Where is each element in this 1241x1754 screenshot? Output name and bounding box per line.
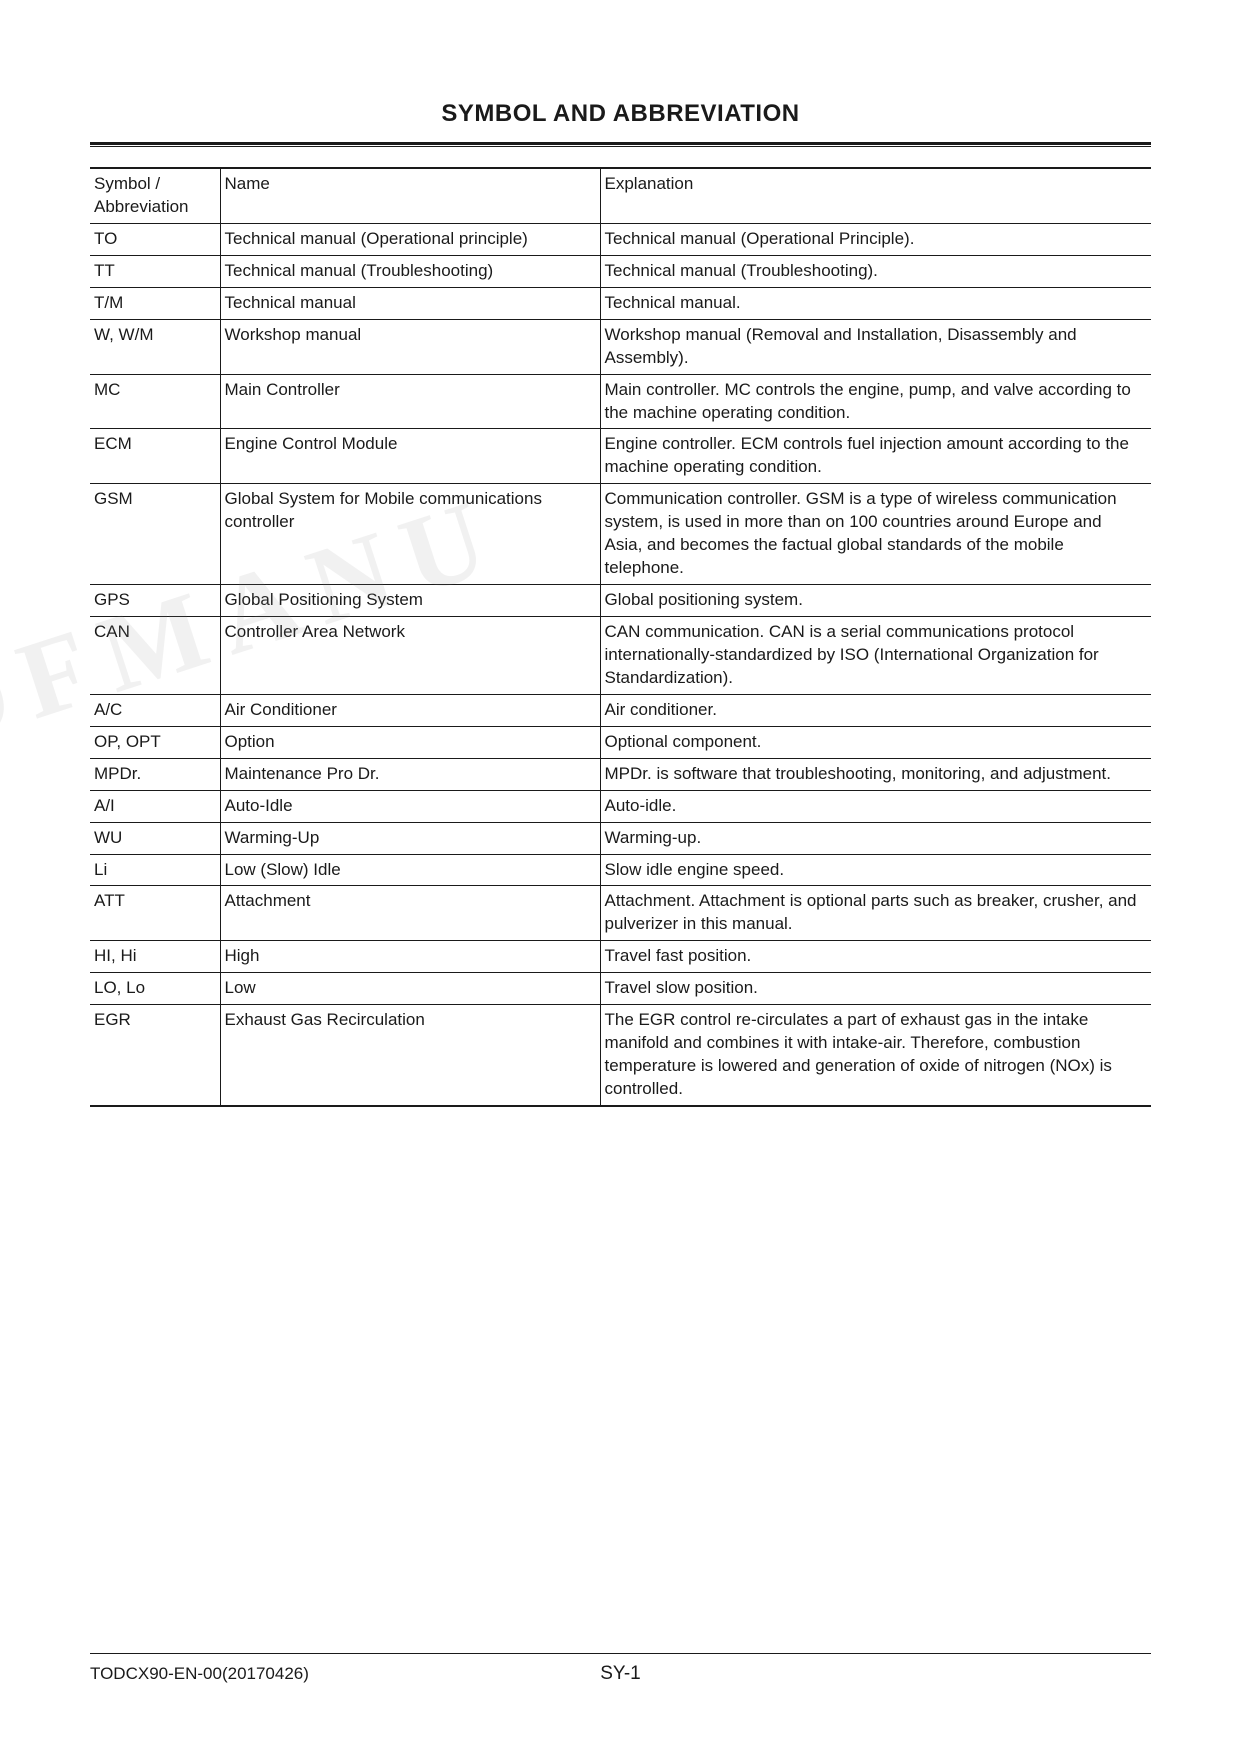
cell-explanation: CAN communication. CAN is a serial commu… — [600, 617, 1151, 695]
table-row: OP, OPTOptionOptional component. — [90, 726, 1151, 758]
table-row: ECMEngine Control ModuleEngine controlle… — [90, 429, 1151, 484]
cell-name: Auto-Idle — [220, 790, 600, 822]
cell-explanation: Technical manual (Troubleshooting). — [600, 255, 1151, 287]
cell-name: Maintenance Pro Dr. — [220, 758, 600, 790]
table-row: CANController Area NetworkCAN communicat… — [90, 617, 1151, 695]
table-row: GPSGlobal Positioning SystemGlobal posit… — [90, 585, 1151, 617]
cell-explanation: Technical manual (Operational Principle)… — [600, 223, 1151, 255]
cell-explanation: Communication controller. GSM is a type … — [600, 484, 1151, 585]
col-header-symbol: Symbol / Abbreviation — [90, 168, 220, 223]
table-body: TOTechnical manual (Operational principl… — [90, 223, 1151, 1106]
cell-symbol: MPDr. — [90, 758, 220, 790]
cell-name: Controller Area Network — [220, 617, 600, 695]
footer-row: TODCX90-EN-00(20170426) SY-1 — [90, 1664, 1151, 1684]
footer-doc-id: TODCX90-EN-00(20170426) — [90, 1664, 309, 1684]
cell-name: Low (Slow) Idle — [220, 854, 600, 886]
cell-name: Global Positioning System — [220, 585, 600, 617]
table-row: A/IAuto-IdleAuto-idle. — [90, 790, 1151, 822]
cell-explanation: Attachment. Attachment is optional parts… — [600, 886, 1151, 941]
cell-name: Global System for Mobile communications … — [220, 484, 600, 585]
cell-symbol: OP, OPT — [90, 726, 220, 758]
cell-explanation: Engine controller. ECM controls fuel inj… — [600, 429, 1151, 484]
cell-name: Warming-Up — [220, 822, 600, 854]
cell-explanation: MPDr. is software that troubleshooting, … — [600, 758, 1151, 790]
cell-symbol: ECM — [90, 429, 220, 484]
cell-symbol: T/M — [90, 287, 220, 319]
cell-explanation: Global positioning system. — [600, 585, 1151, 617]
cell-symbol: TT — [90, 255, 220, 287]
cell-symbol: MC — [90, 374, 220, 429]
cell-explanation: Main controller. MC controls the engine,… — [600, 374, 1151, 429]
table-row: W, W/MWorkshop manualWorkshop manual (Re… — [90, 319, 1151, 374]
cell-explanation: Optional component. — [600, 726, 1151, 758]
table-row: A/CAir ConditionerAir conditioner. — [90, 694, 1151, 726]
table-row: TOTechnical manual (Operational principl… — [90, 223, 1151, 255]
cell-symbol: HI, Hi — [90, 941, 220, 973]
cell-explanation: Air conditioner. — [600, 694, 1151, 726]
cell-explanation: Warming-up. — [600, 822, 1151, 854]
cell-name: Attachment — [220, 886, 600, 941]
cell-name: Engine Control Module — [220, 429, 600, 484]
cell-symbol: A/C — [90, 694, 220, 726]
cell-symbol: ATT — [90, 886, 220, 941]
table-row: TTTechnical manual (Troubleshooting)Tech… — [90, 255, 1151, 287]
cell-name: Option — [220, 726, 600, 758]
cell-symbol: LO, Lo — [90, 973, 220, 1005]
cell-symbol: A/I — [90, 790, 220, 822]
cell-name: Main Controller — [220, 374, 600, 429]
cell-symbol: EGR — [90, 1005, 220, 1106]
cell-symbol: Li — [90, 854, 220, 886]
table-row: MCMain ControllerMain controller. MC con… — [90, 374, 1151, 429]
footer-rule — [90, 1653, 1151, 1654]
cell-name: Technical manual (Troubleshooting) — [220, 255, 600, 287]
cell-name: Technical manual — [220, 287, 600, 319]
cell-symbol: GPS — [90, 585, 220, 617]
table-row: HI, HiHighTravel fast position. — [90, 941, 1151, 973]
cell-symbol: CAN — [90, 617, 220, 695]
table-header-row: Symbol / Abbreviation Name Explanation — [90, 168, 1151, 223]
cell-name: Technical manual (Operational principle) — [220, 223, 600, 255]
cell-name: Workshop manual — [220, 319, 600, 374]
cell-symbol: TO — [90, 223, 220, 255]
page-title: SYMBOL AND ABBREVIATION — [90, 100, 1151, 128]
abbreviation-table: Symbol / Abbreviation Name Explanation T… — [90, 167, 1151, 1107]
cell-explanation: Travel slow position. — [600, 973, 1151, 1005]
table-row: LiLow (Slow) IdleSlow idle engine speed. — [90, 854, 1151, 886]
cell-symbol: W, W/M — [90, 319, 220, 374]
col-header-explanation: Explanation — [600, 168, 1151, 223]
cell-explanation: The EGR control re-circulates a part of … — [600, 1005, 1151, 1106]
table-row: LO, LoLowTravel slow position. — [90, 973, 1151, 1005]
title-rule-thin — [90, 146, 1151, 147]
cell-name: Low — [220, 973, 600, 1005]
page-footer: TODCX90-EN-00(20170426) SY-1 — [90, 1653, 1151, 1684]
table-row: T/MTechnical manualTechnical manual. — [90, 287, 1151, 319]
title-rule-heavy — [90, 142, 1151, 145]
document-page: OFMANU SYMBOL AND ABBREVIATION Symbol / … — [0, 0, 1241, 1754]
cell-explanation: Travel fast position. — [600, 941, 1151, 973]
table-row: GSMGlobal System for Mobile communicatio… — [90, 484, 1151, 585]
cell-explanation: Technical manual. — [600, 287, 1151, 319]
table-row: WUWarming-UpWarming-up. — [90, 822, 1151, 854]
cell-name: Exhaust Gas Recirculation — [220, 1005, 600, 1106]
cell-name: Air Conditioner — [220, 694, 600, 726]
cell-explanation: Auto-idle. — [600, 790, 1151, 822]
cell-name: High — [220, 941, 600, 973]
table-row: ATTAttachmentAttachment. Attachment is o… — [90, 886, 1151, 941]
cell-explanation: Slow idle engine speed. — [600, 854, 1151, 886]
cell-symbol: WU — [90, 822, 220, 854]
table-row: MPDr.Maintenance Pro Dr.MPDr. is softwar… — [90, 758, 1151, 790]
cell-explanation: Workshop manual (Removal and Installatio… — [600, 319, 1151, 374]
cell-symbol: GSM — [90, 484, 220, 585]
table-row: EGRExhaust Gas RecirculationThe EGR cont… — [90, 1005, 1151, 1106]
footer-page-number: SY-1 — [600, 1663, 641, 1685]
col-header-name: Name — [220, 168, 600, 223]
